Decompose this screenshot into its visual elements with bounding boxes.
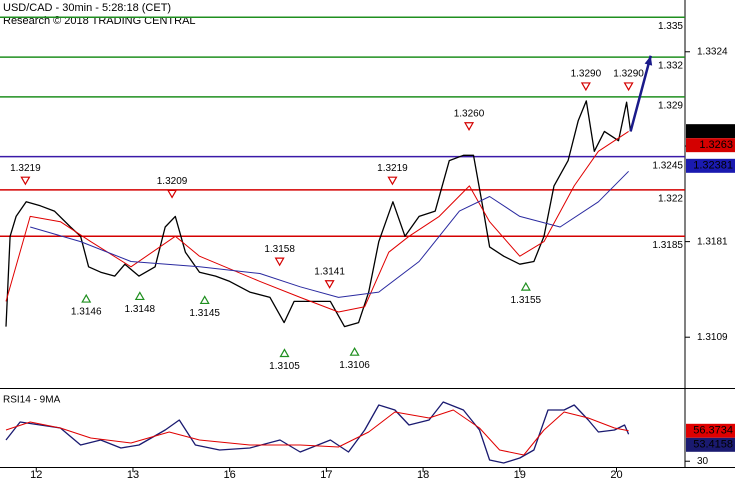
- low-marker: [349, 346, 360, 356]
- level-label: 1.335: [658, 21, 683, 32]
- low-label: 1.3145: [189, 308, 220, 319]
- x-tick-label: 18: [417, 469, 429, 480]
- x-tick-label: 16: [224, 469, 236, 480]
- high-label: 1.3290: [613, 69, 644, 80]
- high-marker: [324, 280, 335, 289]
- chart-title: USD/CAD - 30min - 5:28:18 (CET): [3, 2, 171, 14]
- level-label: 1.329: [658, 101, 683, 112]
- level-label: 1.3185: [652, 240, 683, 251]
- level-label: 1.322: [658, 193, 683, 204]
- price-line: [5, 401, 630, 464]
- panel-title: RSI14 - 9MA: [3, 395, 61, 406]
- high-marker: [20, 176, 31, 186]
- price-box-label: 1.32642: [693, 125, 733, 137]
- price-box: [686, 437, 735, 452]
- price-box-label: 1.3263: [699, 139, 733, 151]
- high-label: 1.3158: [264, 244, 295, 255]
- x-tick-label: 12: [30, 469, 42, 480]
- x-tick-label: 13: [127, 469, 139, 480]
- high-marker: [623, 82, 634, 92]
- high-marker: [580, 82, 591, 92]
- low-label: 1.3105: [269, 361, 300, 372]
- price-line: [5, 100, 632, 328]
- high-label: 1.3290: [571, 69, 602, 80]
- high-label: 1.3219: [10, 163, 41, 174]
- level-label: 1.332: [658, 61, 683, 72]
- price-box: [686, 423, 735, 438]
- low-label: 1.3106: [339, 360, 370, 371]
- low-label: 1.3155: [511, 295, 542, 306]
- moving-average: [5, 130, 629, 313]
- high-label: 1.3209: [157, 176, 188, 187]
- price-box: [686, 138, 735, 153]
- high-marker: [387, 176, 398, 186]
- y-tick-label: 1.3324: [697, 46, 728, 57]
- moving-average: [30, 170, 629, 298]
- y-tick-label: 1.3181: [697, 236, 728, 247]
- price-box-label: 56.3734: [693, 425, 733, 437]
- low-label: 1.3148: [125, 304, 156, 315]
- x-tick-label: 19: [514, 469, 526, 480]
- price-box: [686, 124, 735, 139]
- moving-average: [5, 409, 629, 456]
- price-box-label: 53.4158: [693, 439, 733, 451]
- price-box: [686, 158, 735, 173]
- low-marker: [279, 348, 290, 358]
- x-tick-label: 17: [320, 469, 332, 480]
- level-label: 1.3245: [652, 160, 683, 171]
- x-tick-label: 20: [610, 469, 622, 480]
- high-label: 1.3260: [454, 108, 485, 119]
- low-marker: [199, 295, 210, 305]
- high-marker: [274, 257, 285, 267]
- high-label: 1.3219: [377, 163, 408, 174]
- high-marker: [463, 122, 475, 131]
- high-marker: [167, 189, 178, 199]
- price-box-label: 1.32381: [693, 160, 733, 172]
- high-label: 1.3141: [314, 266, 345, 277]
- low-marker: [81, 293, 92, 303]
- low-marker: [134, 291, 145, 301]
- arrow-head: [644, 55, 653, 66]
- forecast-arrow: [629, 55, 652, 132]
- y-tick-label: 30: [697, 456, 709, 467]
- y-tick-label: 1.3109: [697, 332, 728, 343]
- low-marker: [520, 281, 531, 291]
- low-label: 1.3146: [71, 307, 102, 318]
